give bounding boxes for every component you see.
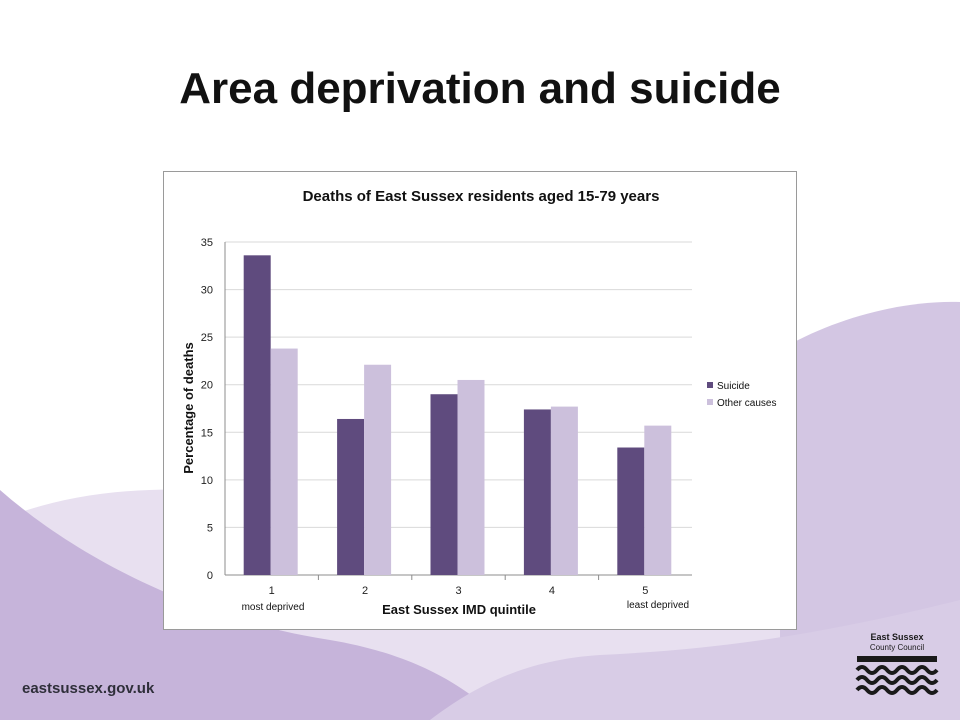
y-tick-label: 20 [201,380,213,392]
footer-url: eastsussex.gov.uk [22,680,155,697]
bar-suicide-4 [523,409,551,575]
y-tick-label: 0 [207,570,213,582]
x-tick-label: 2 [362,585,368,597]
logo-line-2: County Council [869,643,925,652]
bar-other-causes-5 [644,425,672,575]
bar-suicide-5 [617,447,645,575]
waves-emblem-icon [855,656,939,695]
background-wave-bottom [430,600,960,720]
legend-swatch-suicide [707,382,713,388]
background-wave-lower [0,490,500,720]
logo-line-1: East Sussex [870,632,924,642]
x-axis-label: East Sussex IMD quintile [382,602,536,617]
category-note-first: most deprived [242,602,305,613]
y-tick-label: 5 [207,522,213,534]
x-tick-label: 1 [269,585,275,597]
bar-other-causes-1 [270,348,298,575]
legend-label-other-causes: Other causes [717,398,776,409]
y-tick-label: 15 [201,427,213,439]
legend-swatch-other-causes [707,399,713,405]
bar-suicide-1 [243,255,271,575]
bars [243,255,672,575]
bar-other-causes-3 [457,379,485,575]
legend: Suicide Other causes [707,381,776,409]
category-note-last: least deprived [627,600,689,611]
legend-label-suicide: Suicide [717,381,750,392]
y-tick-label: 30 [201,285,213,297]
y-tick-label: 10 [201,475,213,487]
bar-suicide-3 [430,394,458,575]
bar-other-causes-2 [364,364,392,575]
y-tick-labels: 0 5 10 15 20 25 30 35 [201,237,213,582]
x-tick-labels: 1 2 3 4 5 [269,585,649,597]
slide-title: Area deprivation and suicide [179,64,781,113]
x-tick-label: 5 [642,585,648,597]
bar-suicide-2 [337,418,365,575]
y-tick-label: 25 [201,332,213,344]
x-tick-label: 4 [549,585,555,597]
y-axis-label: Percentage of deaths [181,342,196,474]
bar-other-causes-4 [550,406,578,575]
chart-title: Deaths of East Sussex residents aged 15-… [303,188,660,205]
council-logo: East Sussex County Council [852,632,942,702]
y-tick-label: 35 [201,237,213,249]
chart-frame: Deaths of East Sussex residents aged 15-… [163,171,797,630]
x-tick-label: 3 [455,585,461,597]
bar-chart: Deaths of East Sussex residents aged 15-… [181,188,776,617]
